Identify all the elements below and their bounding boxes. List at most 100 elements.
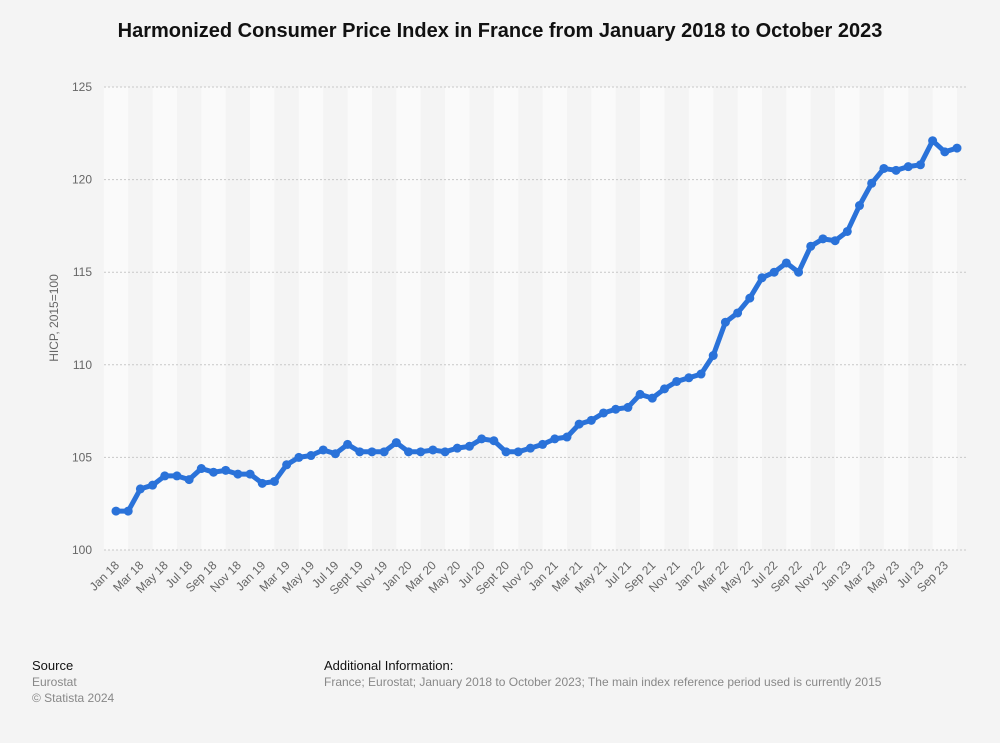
chart-band <box>883 87 909 550</box>
chart-band <box>396 87 421 550</box>
data-point <box>781 258 791 268</box>
data-point <box>379 447 389 457</box>
chart-band <box>103 87 129 550</box>
data-point <box>659 384 669 394</box>
chart-band <box>445 87 470 550</box>
y-tick-label: 125 <box>72 80 92 94</box>
data-point <box>477 434 487 444</box>
data-point <box>903 162 913 172</box>
data-point <box>355 447 365 457</box>
data-point <box>221 465 231 475</box>
data-point <box>562 432 572 442</box>
data-point <box>245 469 255 479</box>
chart-band <box>835 87 860 550</box>
data-point <box>830 236 840 246</box>
data-point <box>708 351 718 361</box>
data-point <box>294 452 304 462</box>
data-point <box>635 389 645 399</box>
data-point <box>684 373 694 383</box>
data-point <box>879 163 889 173</box>
data-point <box>257 478 267 488</box>
chart-band <box>493 87 519 550</box>
chart-band <box>640 87 665 550</box>
data-point <box>940 147 950 157</box>
chart-band <box>591 87 616 550</box>
data-point <box>915 160 925 170</box>
data-point <box>318 445 328 455</box>
data-point <box>818 234 828 244</box>
data-point <box>720 317 730 327</box>
data-point <box>696 369 706 379</box>
data-point <box>306 451 316 461</box>
data-point <box>111 506 121 516</box>
chart-band <box>298 87 324 550</box>
chart-band <box>688 87 714 550</box>
data-point <box>148 480 158 490</box>
data-point <box>160 471 170 481</box>
additional-info-block: Additional Information: France; Eurostat… <box>324 658 881 690</box>
data-point <box>452 443 462 453</box>
data-point <box>464 441 474 451</box>
additional-info-heading: Additional Information: <box>324 658 454 673</box>
data-point <box>184 475 194 485</box>
data-point <box>391 438 401 448</box>
chart-band <box>542 87 567 550</box>
data-point <box>854 201 864 211</box>
y-tick-label: 100 <box>72 543 92 557</box>
data-point <box>209 467 219 477</box>
data-point <box>330 449 340 459</box>
chart-band <box>737 87 762 550</box>
series-line <box>113 138 960 514</box>
data-point <box>586 415 596 425</box>
data-point <box>672 376 682 386</box>
data-point <box>196 464 206 474</box>
data-point <box>513 447 523 457</box>
data-point <box>343 439 353 449</box>
data-point <box>745 293 755 303</box>
data-point <box>135 484 145 494</box>
additional-info-text: France; Eurostat; January 2018 to Octobe… <box>324 675 882 689</box>
chart-band <box>786 87 811 550</box>
data-point <box>952 143 962 153</box>
data-point <box>367 447 377 457</box>
data-points <box>111 136 962 516</box>
data-point <box>842 226 852 236</box>
y-tick-label: 110 <box>73 358 92 372</box>
data-point <box>428 445 438 455</box>
data-point <box>769 267 779 277</box>
source-name[interactable]: Eurostat <box>32 675 77 689</box>
data-point <box>891 165 901 175</box>
data-point <box>440 447 450 457</box>
chart-band <box>347 87 372 550</box>
data-point <box>574 419 584 429</box>
data-point <box>611 404 621 414</box>
data-point <box>867 178 877 188</box>
data-point <box>599 408 609 418</box>
chart-band <box>201 87 226 550</box>
y-axis-label: HICP, 2015=100 <box>47 274 61 362</box>
data-point <box>806 241 816 251</box>
chart-band <box>932 87 957 550</box>
data-point <box>538 439 548 449</box>
data-point <box>525 443 535 453</box>
data-point <box>928 136 938 146</box>
chart-title: Harmonized Consumer Price Index in Franc… <box>117 20 883 42</box>
data-point <box>757 273 767 283</box>
data-point <box>550 434 560 444</box>
data-point <box>416 447 426 457</box>
y-tick-label: 120 <box>72 173 92 187</box>
data-point <box>623 402 633 412</box>
copyright-text: © Statista 2024 <box>32 691 115 705</box>
source-heading: Source <box>32 658 74 673</box>
data-point <box>172 471 182 481</box>
data-point <box>233 469 243 479</box>
data-point <box>501 447 511 457</box>
data-point <box>647 393 657 403</box>
y-tick-label: 115 <box>73 265 92 279</box>
y-tick-label: 105 <box>72 450 92 464</box>
data-point <box>794 267 804 277</box>
data-point <box>269 476 279 486</box>
data-point <box>282 460 292 470</box>
